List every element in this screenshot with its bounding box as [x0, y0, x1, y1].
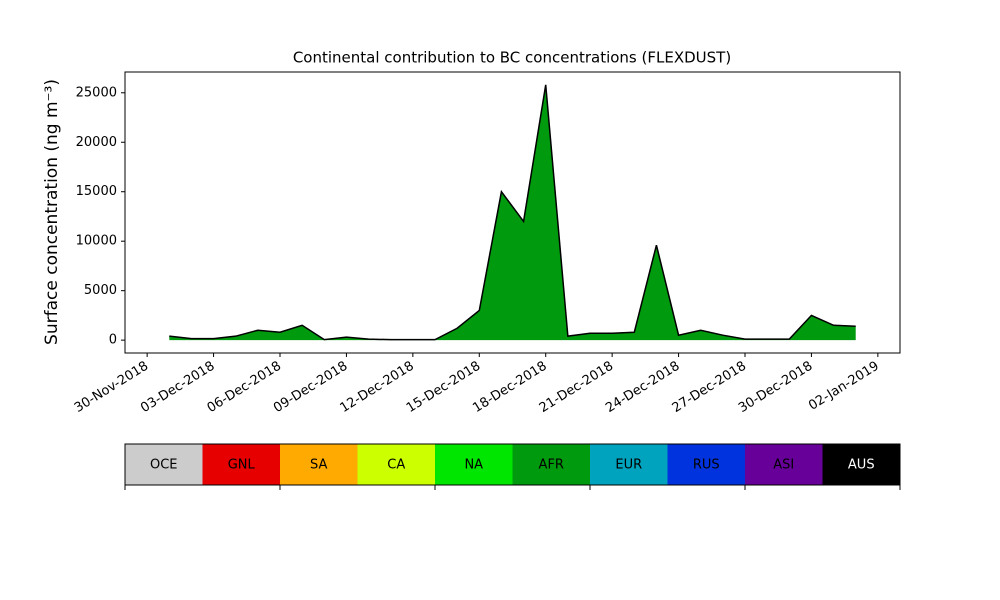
- colorbar-cell: [745, 444, 823, 485]
- colorbar-cell: [280, 444, 358, 485]
- chart-title: Continental contribution to BC concentra…: [293, 49, 731, 67]
- y-tick-label: 25000: [76, 85, 117, 100]
- x-tick-label: 21-Dec-2018: [537, 359, 616, 416]
- colorbar-label: RUS: [693, 458, 720, 473]
- x-tick-label: 27-Dec-2018: [670, 359, 749, 416]
- x-tick-label: 30-Dec-2018: [736, 359, 815, 416]
- area: [169, 84, 856, 341]
- colorbar-label: OCE: [150, 458, 178, 473]
- y-tick-label: 0: [109, 333, 117, 348]
- y-axis-label: Surface concentration (ng m⁻³): [42, 79, 62, 345]
- colorbar-label: CA: [387, 458, 405, 473]
- colorbar-cell: [590, 444, 668, 485]
- plot-frame: [124, 71, 901, 354]
- colorbar-ticks: [124, 485, 901, 490]
- y-tick-label: 20000: [76, 135, 117, 150]
- colorbar-cell: [435, 444, 513, 485]
- colorbar-label: GNL: [228, 458, 256, 473]
- colorbar-cell: [202, 444, 280, 485]
- colorbar-label: SA: [310, 458, 327, 473]
- outline: [169, 84, 856, 341]
- y-tick-label: 5000: [84, 283, 117, 298]
- colorbar-label: EUR: [615, 458, 642, 473]
- colorbar-frame: [124, 443, 901, 486]
- colorbar-cell: [357, 444, 435, 485]
- colorbar-label: AUS: [848, 458, 875, 473]
- x-tick-label: 06-Dec-2018: [205, 359, 284, 416]
- y-tick-label: 10000: [76, 234, 117, 249]
- x-tick-label: 24-Dec-2018: [603, 359, 682, 416]
- x-tick-label: 09-Dec-2018: [271, 359, 350, 416]
- x-tick-label: 03-Dec-2018: [138, 359, 217, 416]
- x-tick-label: 02-Jan-2019: [806, 359, 882, 414]
- colorbar-label: NA: [464, 458, 483, 473]
- colorbar-cell: [667, 444, 745, 485]
- colorbar-cell: [822, 444, 900, 485]
- colorbar-label: AFR: [539, 458, 564, 473]
- colorbar-cell: [512, 444, 590, 485]
- x-tick-label: 12-Dec-2018: [338, 359, 417, 416]
- x-tick-label: 18-Dec-2018: [470, 359, 549, 416]
- colorbar-label: ASI: [773, 458, 794, 473]
- y-tick-label: 15000: [76, 184, 117, 199]
- x-tick-label: 30-Nov-2018: [72, 359, 151, 416]
- x-tick-label: 15-Dec-2018: [404, 359, 483, 416]
- colorbar-cell: [125, 444, 203, 485]
